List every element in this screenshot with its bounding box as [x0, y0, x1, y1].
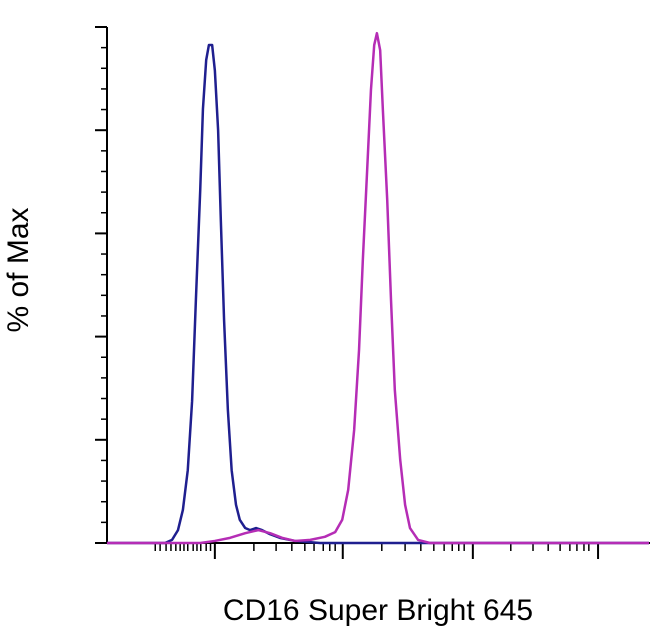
- y-axis-label: % of Max: [2, 207, 35, 332]
- histogram-line: [107, 31, 649, 545]
- histogram-line: [107, 43, 649, 545]
- x-axis-label: CD16 Super Bright 645: [223, 594, 533, 627]
